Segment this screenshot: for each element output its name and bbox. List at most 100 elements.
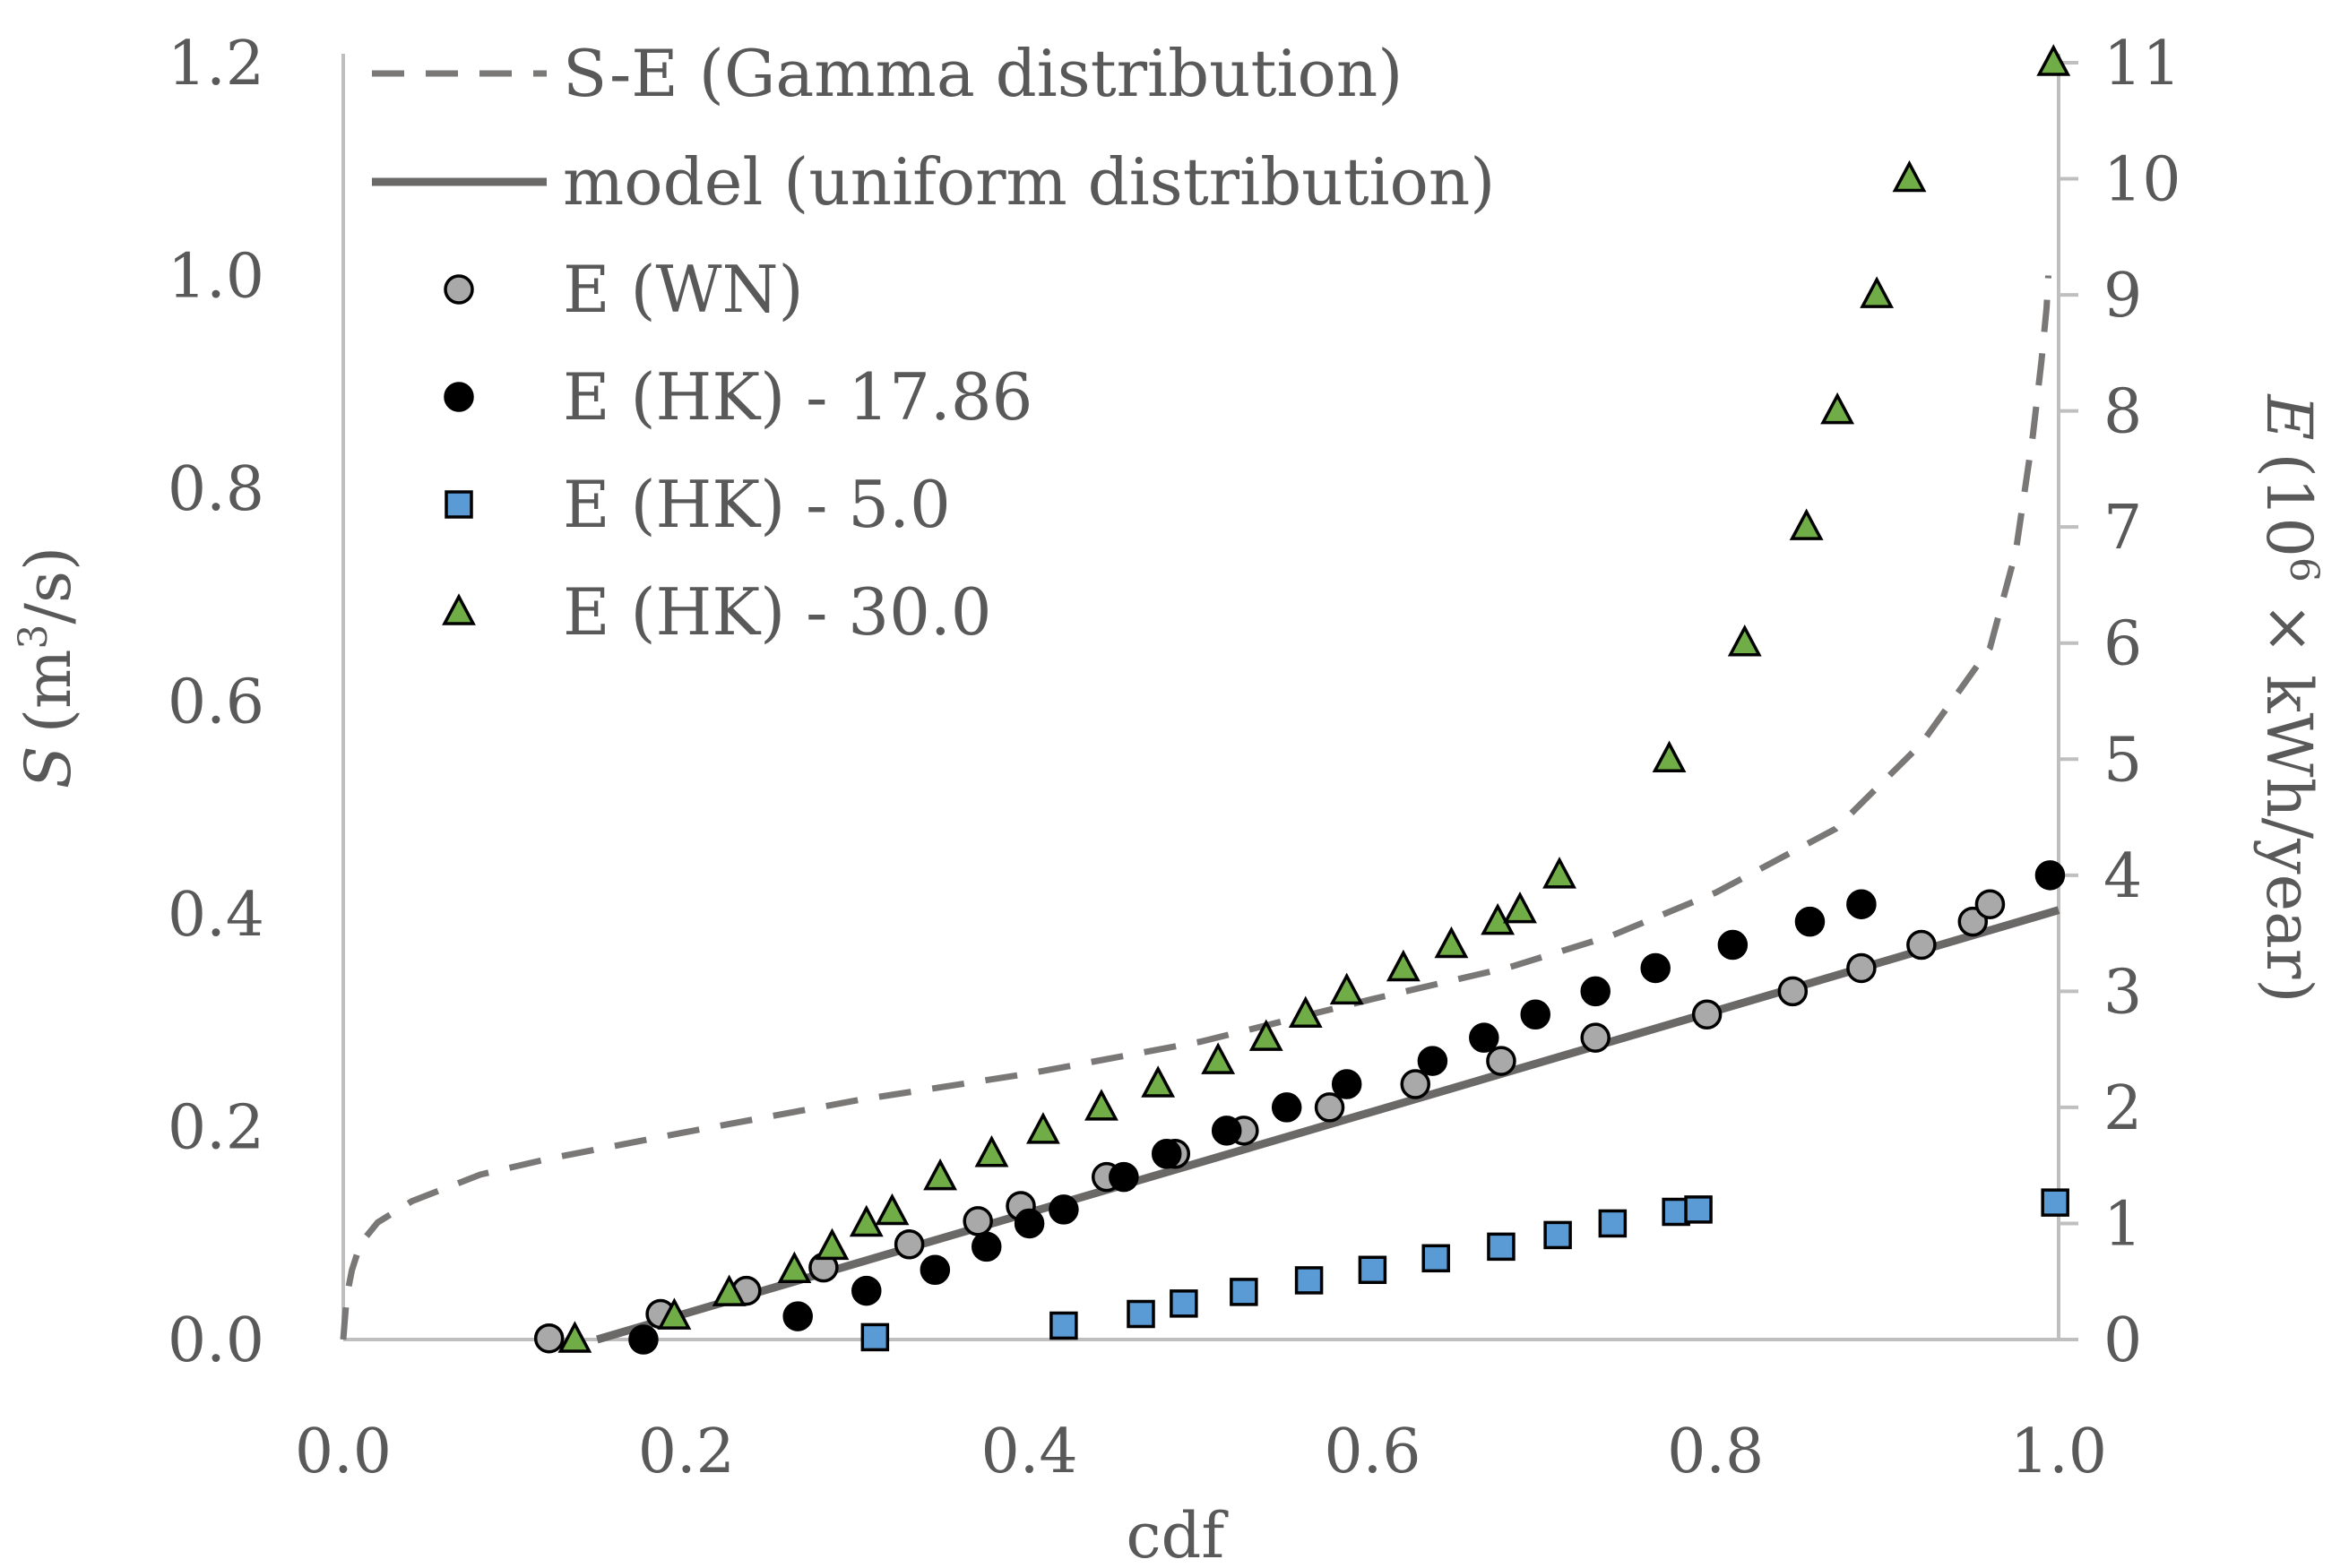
data-point bbox=[657, 1297, 692, 1330]
data-point bbox=[1487, 1232, 1516, 1262]
data-point bbox=[972, 1231, 1002, 1262]
y-right-tick-label: 6 bbox=[2103, 609, 2142, 680]
y-left-tick-label: 0.0 bbox=[168, 1305, 264, 1376]
legend-label: E (HK) - 30.0 bbox=[563, 574, 992, 650]
legend-label: E (WN) bbox=[563, 252, 804, 327]
legend-item: E (WN) bbox=[444, 252, 804, 327]
data-point bbox=[1141, 1065, 1176, 1098]
legend-item: S-E (Gamma distribution) bbox=[372, 36, 1403, 111]
series-line bbox=[596, 906, 2060, 1344]
data-point bbox=[1520, 999, 1550, 1030]
data-point bbox=[777, 1251, 812, 1284]
data-point bbox=[1846, 952, 1877, 984]
data-point bbox=[1794, 906, 1826, 937]
data-point bbox=[1294, 1266, 1324, 1295]
data-point bbox=[1014, 1208, 1045, 1239]
y-left-tick-label: 0.8 bbox=[168, 454, 264, 525]
data-point bbox=[920, 1254, 951, 1286]
data-point bbox=[2041, 1188, 2069, 1217]
data-point bbox=[1777, 976, 1809, 1007]
legend-item: E (HK) - 30.0 bbox=[442, 574, 992, 650]
data-point bbox=[1151, 1138, 1182, 1169]
x-tick-label: 0.4 bbox=[981, 1417, 1078, 1487]
data-point bbox=[1049, 1194, 1079, 1225]
y-left-tick-label: 0.4 bbox=[168, 880, 264, 951]
axes: 0.0 0.2 0.4 0.6 0.8 1.0 0.0 0.2 0.4 0.6 0.8 1.0 1.2 0… bbox=[11, 29, 2327, 1568]
series-5 bbox=[860, 1188, 2069, 1352]
data-point bbox=[1469, 1022, 1499, 1053]
series-6 bbox=[557, 44, 2071, 1353]
series-4 bbox=[628, 860, 2066, 1355]
y-right-tick-label: 1 bbox=[2103, 1189, 2142, 1260]
data-point bbox=[1640, 952, 1671, 984]
y-right-tick-label: 10 bbox=[2103, 145, 2181, 216]
data-point bbox=[1084, 1089, 1118, 1121]
data-point bbox=[1400, 1069, 1430, 1099]
series-2 bbox=[596, 906, 2060, 1344]
y-left-tick-label: 1.2 bbox=[168, 29, 264, 99]
data-point bbox=[1314, 1092, 1345, 1123]
y-right-tick-label: 9 bbox=[2103, 261, 2142, 332]
y-right-tick-label: 0 bbox=[2103, 1305, 2142, 1376]
data-point bbox=[851, 1275, 882, 1306]
x-axis-title: cdf bbox=[1126, 1499, 1229, 1568]
data-point bbox=[1789, 508, 1824, 540]
data-point bbox=[1503, 891, 1537, 924]
legend-swatch bbox=[442, 593, 476, 625]
data-point bbox=[1727, 625, 1762, 657]
data-point bbox=[1892, 159, 1927, 193]
x-tick-label: 0.2 bbox=[638, 1417, 735, 1487]
data-point bbox=[1025, 1112, 1060, 1144]
data-point bbox=[1684, 1195, 1713, 1224]
legend-label: S-E (Gamma distribution) bbox=[563, 36, 1403, 111]
data-point bbox=[1542, 857, 1576, 889]
data-point bbox=[1288, 995, 1323, 1029]
x-tick-label: 0.8 bbox=[1667, 1417, 1764, 1487]
y-axis-left-title: S(m3/s) bbox=[11, 547, 85, 788]
data-point bbox=[1049, 1311, 1078, 1340]
data-point bbox=[1170, 1289, 1198, 1318]
y-right-tick-label: 3 bbox=[2103, 957, 2142, 1028]
y-left-tick-label: 0.6 bbox=[168, 668, 264, 738]
data-point bbox=[1820, 392, 1855, 425]
plot-area bbox=[340, 44, 2071, 1355]
legend-label: E (HK) - 5.0 bbox=[563, 467, 951, 542]
data-point bbox=[533, 1322, 565, 1354]
data-point bbox=[1691, 999, 1723, 1030]
data-point bbox=[1109, 1161, 1139, 1193]
data-point bbox=[1434, 926, 1469, 959]
data-point bbox=[849, 1204, 884, 1237]
data-point bbox=[1127, 1299, 1155, 1329]
y-right-tick-label: 4 bbox=[2103, 841, 2142, 912]
data-point bbox=[1230, 1278, 1258, 1306]
data-point bbox=[1906, 929, 1937, 961]
data-point bbox=[1421, 1244, 1450, 1273]
data-point bbox=[1211, 1116, 1242, 1146]
data-point bbox=[1201, 1042, 1236, 1074]
legend-item: model (uniform distribution) bbox=[372, 144, 1495, 220]
data-point bbox=[1331, 1069, 1362, 1099]
data-point bbox=[712, 1274, 747, 1306]
y-right-tick-label: 8 bbox=[2103, 377, 2142, 448]
legend-swatch bbox=[444, 382, 474, 412]
data-point bbox=[815, 1228, 850, 1261]
legend-item: E (HK) - 17.86 bbox=[444, 359, 1032, 435]
data-point bbox=[860, 1322, 890, 1352]
data-point bbox=[894, 1229, 925, 1260]
data-point bbox=[1580, 976, 1611, 1007]
data-point bbox=[1580, 1022, 1611, 1053]
data-point bbox=[1652, 740, 1687, 773]
data-point bbox=[1974, 889, 2006, 919]
y-left-tick-label: 1.0 bbox=[168, 242, 264, 313]
legend-swatch bbox=[445, 490, 473, 519]
data-point bbox=[1271, 1092, 1302, 1123]
series-3 bbox=[533, 889, 2006, 1354]
data-point bbox=[1358, 1255, 1387, 1285]
legend-swatch bbox=[444, 274, 474, 305]
data-point bbox=[1846, 889, 1877, 919]
legend: S-E (Gamma distribution) model (uniform d… bbox=[372, 36, 1495, 650]
data-point bbox=[628, 1324, 659, 1355]
data-point bbox=[1248, 1019, 1283, 1051]
data-point bbox=[557, 1321, 592, 1353]
